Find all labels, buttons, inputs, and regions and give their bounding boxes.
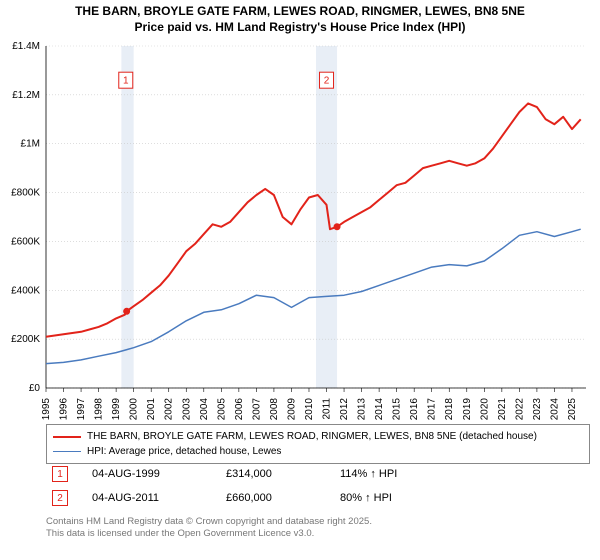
marker-row-2: 2 04-AUG-2011 £660,000 80% ↑ HPI: [46, 486, 590, 510]
svg-text:2000: 2000: [129, 398, 140, 421]
svg-text:2002: 2002: [164, 398, 175, 421]
svg-text:2019: 2019: [462, 398, 473, 421]
svg-text:£1.4M: £1.4M: [12, 41, 40, 52]
marker-flag-2-num: 2: [57, 493, 63, 504]
svg-text:2012: 2012: [339, 398, 350, 421]
title-block: THE BARN, BROYLE GATE FARM, LEWES ROAD, …: [0, 0, 600, 35]
svg-text:1: 1: [123, 76, 129, 87]
svg-text:2014: 2014: [374, 398, 385, 421]
svg-text:1995: 1995: [41, 398, 52, 421]
svg-text:2003: 2003: [181, 398, 192, 421]
marker-flag-1-num: 1: [57, 469, 63, 480]
svg-text:2020: 2020: [479, 398, 490, 421]
svg-text:1997: 1997: [76, 398, 87, 421]
svg-text:2015: 2015: [392, 398, 403, 421]
svg-text:2021: 2021: [497, 398, 508, 421]
svg-text:2022: 2022: [514, 398, 525, 421]
marker-flag-1: 1: [52, 466, 68, 482]
svg-text:£400K: £400K: [11, 285, 40, 296]
svg-text:£600K: £600K: [11, 236, 40, 247]
svg-text:2013: 2013: [357, 398, 368, 421]
svg-text:2: 2: [324, 76, 330, 87]
footer: Contains HM Land Registry data © Crown c…: [46, 516, 372, 541]
title-line-2: Price paid vs. HM Land Registry's House …: [0, 20, 600, 36]
svg-text:£800K: £800K: [11, 188, 40, 199]
svg-text:2023: 2023: [532, 398, 543, 421]
footer-line-2: This data is licensed under the Open Gov…: [46, 528, 372, 540]
marker-1-price: £314,000: [226, 468, 316, 480]
svg-text:2008: 2008: [269, 398, 280, 421]
legend-label-hpi: HPI: Average price, detached house, Lewe…: [87, 444, 281, 459]
legend-swatch-property: [53, 436, 81, 438]
marker-2-date: 04-AUG-2011: [92, 492, 202, 504]
marker-2-pct: 80% ↑ HPI: [340, 492, 460, 504]
svg-text:2024: 2024: [549, 398, 560, 421]
chart-area: £0£200K£400K£600K£800K£1M£1.2M£1.4M19951…: [46, 42, 590, 418]
svg-text:2009: 2009: [286, 398, 297, 421]
title-line-1: THE BARN, BROYLE GATE FARM, LEWES ROAD, …: [0, 4, 600, 20]
svg-text:2004: 2004: [199, 398, 210, 421]
svg-text:2025: 2025: [567, 398, 578, 421]
chart-container: THE BARN, BROYLE GATE FARM, LEWES ROAD, …: [0, 0, 600, 560]
marker-flag-2: 2: [52, 490, 68, 506]
svg-text:2017: 2017: [427, 398, 438, 421]
marker-row-1: 1 04-AUG-1999 £314,000 114% ↑ HPI: [46, 462, 590, 486]
svg-text:2001: 2001: [146, 398, 157, 421]
svg-text:2018: 2018: [444, 398, 455, 421]
marker-table: 1 04-AUG-1999 £314,000 114% ↑ HPI 2 04-A…: [46, 462, 590, 510]
marker-1-pct: 114% ↑ HPI: [340, 468, 460, 480]
legend: THE BARN, BROYLE GATE FARM, LEWES ROAD, …: [46, 424, 590, 464]
svg-text:1999: 1999: [111, 398, 122, 421]
svg-text:2011: 2011: [322, 398, 333, 420]
footer-line-1: Contains HM Land Registry data © Crown c…: [46, 516, 372, 528]
svg-text:2005: 2005: [216, 398, 227, 421]
marker-2-price: £660,000: [226, 492, 316, 504]
marker-1-date: 04-AUG-1999: [92, 468, 202, 480]
svg-text:2016: 2016: [409, 398, 420, 421]
svg-text:2007: 2007: [251, 398, 262, 421]
svg-text:£0: £0: [29, 383, 41, 394]
svg-text:£200K: £200K: [11, 334, 40, 345]
legend-swatch-hpi: [53, 451, 81, 453]
svg-text:1996: 1996: [59, 398, 70, 421]
plot-svg: £0£200K£400K£600K£800K£1M£1.2M£1.4M19951…: [46, 42, 590, 418]
svg-text:1998: 1998: [94, 398, 105, 421]
svg-text:2006: 2006: [234, 398, 245, 421]
svg-text:2010: 2010: [304, 398, 315, 421]
svg-text:£1.2M: £1.2M: [12, 90, 40, 101]
legend-row-2: HPI: Average price, detached house, Lewe…: [53, 444, 583, 459]
svg-text:£1M: £1M: [21, 139, 40, 150]
legend-row-1: THE BARN, BROYLE GATE FARM, LEWES ROAD, …: [53, 429, 583, 444]
legend-label-property: THE BARN, BROYLE GATE FARM, LEWES ROAD, …: [87, 429, 537, 444]
